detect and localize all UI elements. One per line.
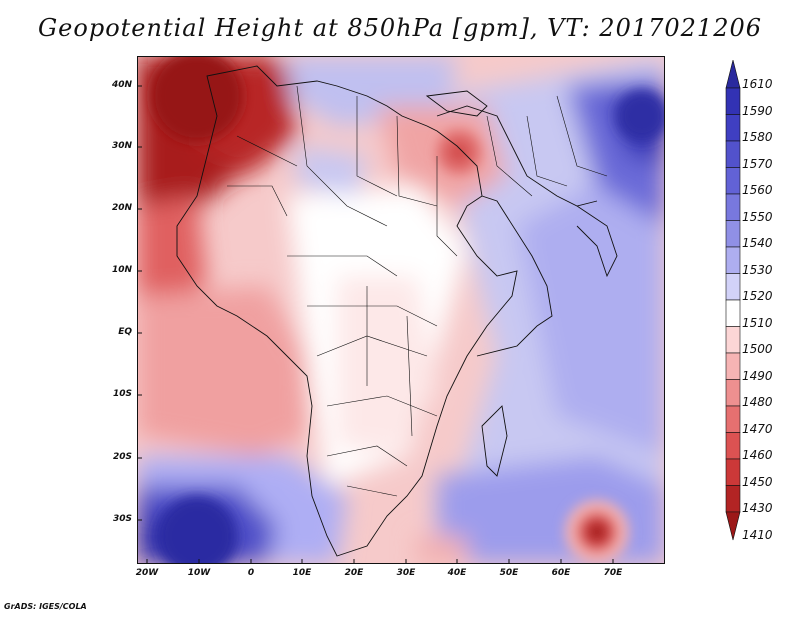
colorbar-label: 1560 [742,183,773,197]
colorbar-swatch [725,273,741,301]
colorbar-label: 1470 [742,421,773,436]
africa-coast [176,65,518,557]
colorbar-label: 1500 [742,342,773,356]
coastlines [176,65,618,557]
colorbar-label: 1460 [742,448,773,462]
colorbar-label: 1540 [742,236,773,250]
colorbar-swatch [725,299,741,327]
colorbar-swatch [725,352,741,380]
lat-label-10n: 10N [111,265,132,275]
colorbar-swatch [725,193,741,221]
lon-label-10w: 10W [187,568,211,578]
height-field-map [137,56,665,564]
colorbar-label: 1590 [742,103,773,118]
colorbar-swatch [725,379,741,407]
lon-label-30e: 30E [396,568,416,578]
colorbar-swatch [725,167,741,195]
lon-label-20e: 20E [344,568,364,578]
lat-label-10s: 10S [112,389,132,399]
colorbar-label: 1430 [742,501,773,515]
lon-label-20w: 20W [135,568,159,578]
map-frame [137,56,665,564]
colorbar-swatch [725,87,741,115]
colorbar-label: 1610 [742,77,773,91]
colorbar-swatch [725,326,741,354]
india-coast [576,205,618,278]
lon-label-0: 0 [247,568,255,578]
colorbar-label: 1520 [742,289,773,303]
lon-label-50e: 50E [499,568,519,578]
lat-label-20s: 20S [112,452,132,462]
map-title: Geopotential Height at 850hPa [gpm], VT:… [38,14,762,42]
madagascar [481,405,508,477]
colorbar-label: 1510 [742,315,773,330]
lat-label-40n: 40N [111,80,132,90]
colorbar-swatch [725,140,741,168]
colorbar-cap-bottom [725,511,741,541]
colorbar-swatch [725,458,741,486]
axis-ticks [137,85,614,564]
lat-label-30n: 30N [111,141,132,151]
lon-label-60e: 60E [551,568,571,578]
colorbar-label: 1570 [742,156,773,171]
field-cores [151,56,665,564]
colorbar-label: 1580 [742,130,773,144]
colorbar-label: 1450 [742,474,773,489]
lat-label-20n: 20N [111,203,132,213]
colorbar-cap-top [725,60,741,89]
lat-label-30s: 30S [112,514,132,524]
colorbar-swatch [725,114,741,142]
country-borders [227,85,608,497]
colorbar-label: 1530 [742,262,773,277]
colorbar-swatch [725,485,741,513]
colorbar-label: 1480 [742,395,773,409]
colorbar-label: 1410 [742,527,773,542]
colorbar-label: 1490 [742,368,773,383]
lat-label-eq: EQ [118,327,132,337]
colorbar [725,60,741,541]
lon-label-40e: 40E [447,568,467,578]
lon-label-70e: 70E [603,568,623,578]
map-border [137,56,665,564]
colorbar-swatch [725,246,741,274]
colorbar-label: 1550 [742,209,773,224]
colorbar-swatch [725,432,741,460]
grads-credit: GrADS: IGES/COLA [4,602,87,611]
middle-east-coast [436,105,598,207]
lon-label-10e: 10E [292,568,312,578]
colorbar-swatch [725,405,741,433]
arabia-coast [476,195,553,357]
colorbar-swatch [725,220,741,248]
turkey-coast [425,90,488,117]
